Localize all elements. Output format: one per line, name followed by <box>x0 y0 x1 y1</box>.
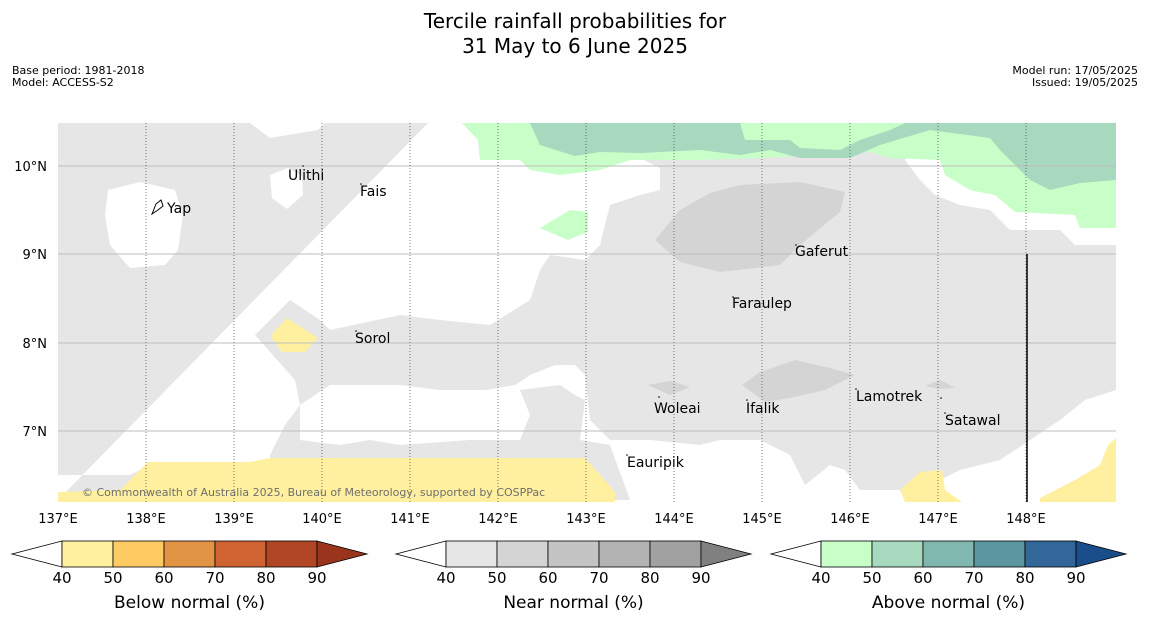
copyright-credit: © Commonwealth of Australia 2025, Bureau… <box>82 486 545 499</box>
longitude-gridlines <box>145 123 1027 502</box>
lon-label: 138°E <box>126 512 166 527</box>
colorbar-segment <box>547 540 600 568</box>
colorbar-tick-label: 80 <box>256 569 275 587</box>
colorbar-tick-label: 50 <box>103 569 122 587</box>
colorbar-tick-label: 90 <box>691 569 710 587</box>
colorbar-label-above: Above normal (%) <box>871 593 1026 613</box>
colorbar-tick-label: 90 <box>307 569 326 587</box>
model-name: Model: ACCESS-S2 <box>12 76 114 89</box>
colorbar-extend-low <box>10 540 63 568</box>
colorbar-tick-label: 70 <box>205 569 224 587</box>
lat-label: 10°N <box>14 160 47 175</box>
colorbar-extend-high <box>700 540 753 568</box>
lon-label: 142°E <box>478 512 518 527</box>
colorbar-tick-label: 80 <box>1015 569 1034 587</box>
colorbar-segment <box>1024 540 1077 568</box>
near-normal-50-regions <box>648 182 956 402</box>
lon-label: 147°E <box>918 512 958 527</box>
info-left: Base period: 1981-2018 Model: ACCESS-S2 <box>12 65 144 89</box>
colorbar-segment <box>598 540 651 568</box>
island-markers <box>302 165 946 456</box>
colorbar-below-normal: 40 50 60 70 80 90 <box>10 540 369 587</box>
colorbar-segment <box>214 540 267 568</box>
place-label: Woleai <box>654 401 701 417</box>
colorbar-near-normal: 40 50 60 70 80 90 <box>394 540 753 587</box>
issued-date: Issued: 19/05/2025 <box>1031 76 1138 89</box>
place-label: Ifalik <box>746 401 780 417</box>
colorbar-tick-label: 50 <box>862 569 881 587</box>
colorbar-tick-label: 70 <box>589 569 608 587</box>
colorbar-segment <box>445 540 498 568</box>
base-period: Base period: 1981-2018 <box>12 64 145 77</box>
colorbar-segment <box>496 540 549 568</box>
colorbar-tick-label: 60 <box>913 569 932 587</box>
above-normal-regions <box>462 123 1116 240</box>
lon-label: 148°E <box>1006 512 1046 527</box>
place-labels: Ulithi Fais Yap Gaferut Faraulep Sorol W… <box>166 168 1000 471</box>
place-label: Sorol <box>355 331 390 347</box>
title-line-1: Tercile rainfall probabilities for <box>423 9 727 33</box>
colorbar-extend-low <box>394 540 447 568</box>
colorbar-tick-label: 40 <box>811 569 830 587</box>
place-label: Eauripik <box>627 455 685 471</box>
colorbar-tick-label: 70 <box>964 569 983 587</box>
place-label: Satawal <box>945 413 1000 429</box>
lon-label: 137°E <box>38 512 78 527</box>
colorbar-label-below: Below normal (%) <box>114 593 265 613</box>
colorbar-segment <box>973 540 1026 568</box>
colorbar-label-near: Near normal (%) <box>503 593 644 613</box>
place-label: Fais <box>360 184 387 200</box>
map-area: Ulithi Fais Yap Gaferut Faraulep Sorol W… <box>58 123 1116 502</box>
colorbar-tick-label: 60 <box>154 569 173 587</box>
lat-label: 8°N <box>23 337 48 352</box>
colorbar-segment <box>871 540 924 568</box>
place-label: Ulithi <box>288 168 324 184</box>
lon-label: 143°E <box>566 512 606 527</box>
colorbar-segment <box>61 540 114 568</box>
colorbar-above-normal: 40 50 60 70 80 90 <box>769 540 1128 587</box>
model-run: Model run: 17/05/2025 <box>1012 64 1138 77</box>
colorbar-tick-label: 40 <box>436 569 455 587</box>
colorbar-tick-label: 90 <box>1066 569 1085 587</box>
colorbar-extend-low <box>769 540 822 568</box>
yap-island-shape <box>150 199 164 216</box>
colorbar-segment <box>112 540 165 568</box>
place-label: Gaferut <box>795 244 849 260</box>
colorbar-segment <box>649 540 702 568</box>
colorbar-extend-high <box>1075 540 1128 568</box>
colorbar-tick-label: 40 <box>52 569 71 587</box>
place-label: Yap <box>166 201 191 217</box>
info-right: Model run: 17/05/2025 Issued: 19/05/2025 <box>1012 65 1138 89</box>
latitude-labels: 10°N 9°N 8°N 7°N <box>14 160 47 440</box>
lon-label: 139°E <box>214 512 254 527</box>
lon-label: 140°E <box>302 512 342 527</box>
colorbar-extend-high <box>316 540 369 568</box>
place-label: Faraulep <box>732 296 792 312</box>
lon-label: 141°E <box>390 512 430 527</box>
lat-label: 9°N <box>23 248 48 263</box>
colorbar-segment <box>265 540 318 568</box>
lon-label: 144°E <box>654 512 694 527</box>
colorbar-segment <box>163 540 216 568</box>
title-line-2: 31 May to 6 June 2025 <box>462 34 688 58</box>
place-label: Lamotrek <box>856 389 923 405</box>
colorbar-segment <box>922 540 975 568</box>
lon-label: 146°E <box>830 512 870 527</box>
below-normal-regions <box>58 318 1116 502</box>
longitude-labels: 137°E 138°E 139°E 140°E 141°E 142°E 143°… <box>38 512 1046 527</box>
colorbar-tick-label: 80 <box>640 569 659 587</box>
colorbar-tick-label: 60 <box>538 569 557 587</box>
lat-label: 7°N <box>23 425 48 440</box>
lon-label: 145°E <box>742 512 782 527</box>
colorbar-tick-label: 50 <box>487 569 506 587</box>
colorbar-segment <box>820 540 873 568</box>
